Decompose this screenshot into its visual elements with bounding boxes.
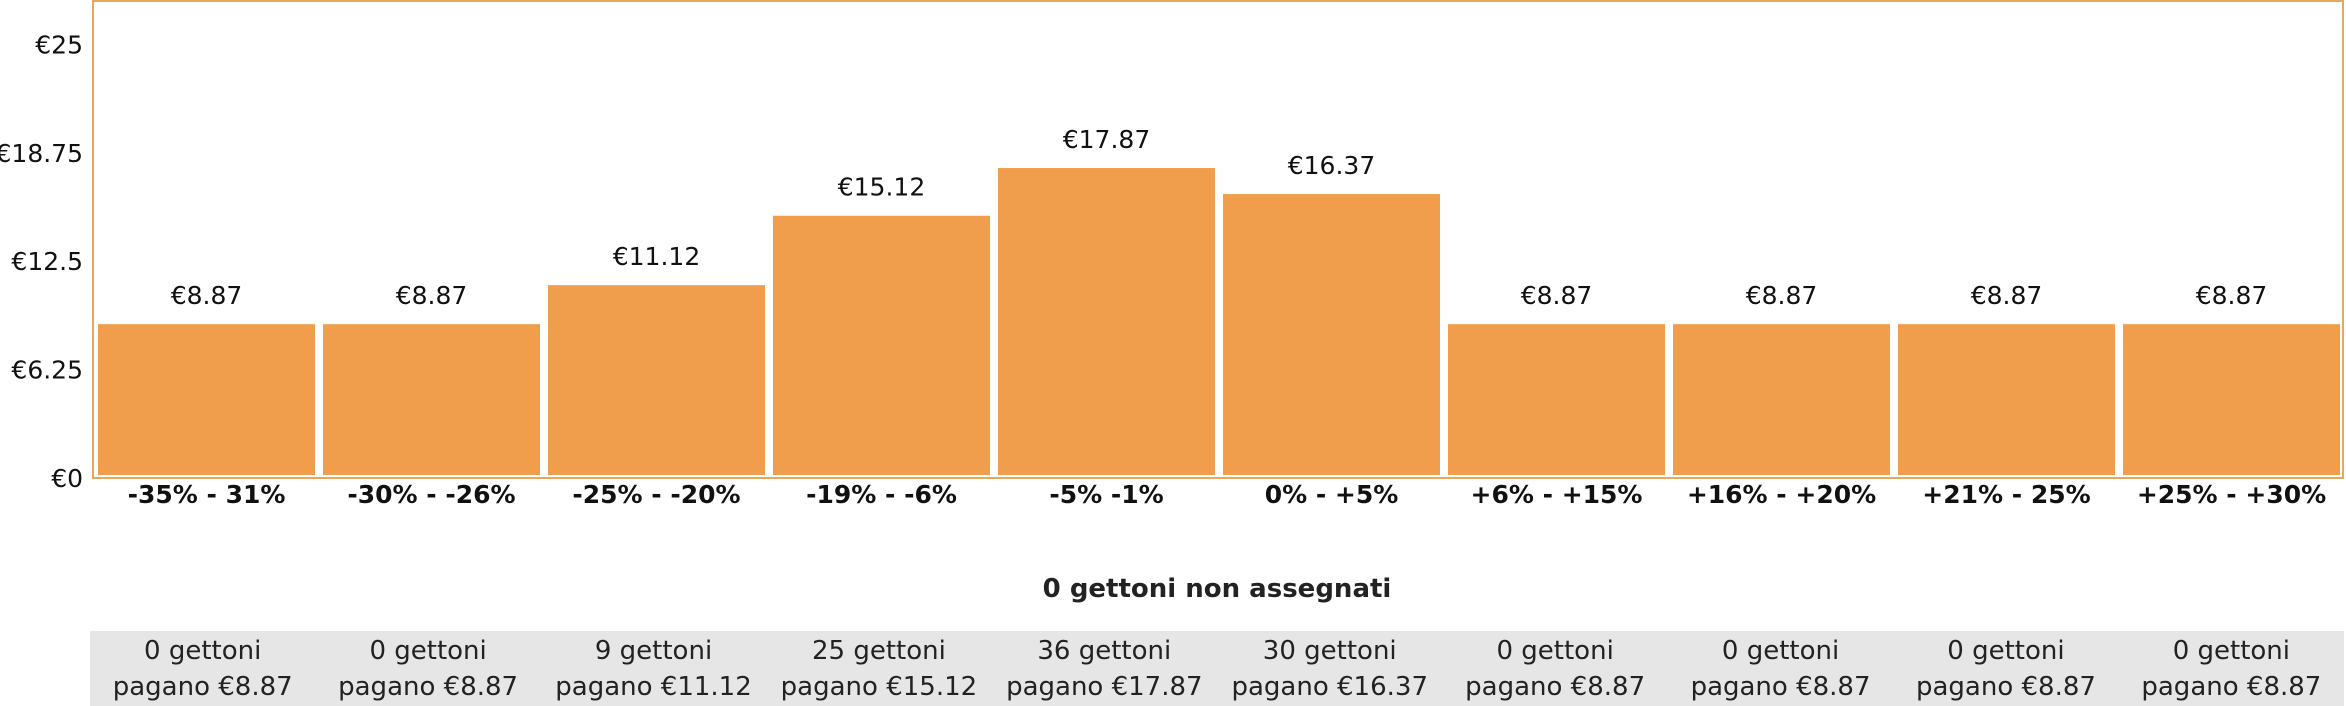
x-tick-label: +25% - +30% — [2137, 480, 2326, 509]
bar — [998, 168, 1215, 475]
bar — [1673, 324, 1890, 475]
token-count: 0 gettoni — [1496, 636, 1614, 666]
x-tick-label: -5% -1% — [1049, 480, 1163, 509]
token-pay: pagano €8.87 — [1465, 672, 1646, 702]
y-tick-label: €12.5 — [11, 247, 83, 276]
token-cell: 0 gettoni pagano €8.87 — [315, 631, 540, 706]
token-pay: pagano €8.87 — [2141, 672, 2322, 702]
bar-value-label: €15.12 — [838, 173, 925, 202]
token-cell: 0 gettoni pagano €8.87 — [1893, 631, 2118, 706]
token-count: 0 gettoni — [144, 636, 262, 666]
y-axis: €0 €6.25 €12.5 €18.75 €25 — [0, 30, 83, 493]
token-pay: pagano €11.12 — [555, 672, 752, 702]
token-pay: pagano €8.87 — [338, 672, 519, 702]
x-tick-label: +16% - +20% — [1687, 480, 1876, 509]
unassigned-tokens-label: 0 gettoni non assegnati — [1042, 574, 1392, 604]
token-count: 36 gettoni — [1037, 636, 1172, 666]
token-pay: pagano €16.37 — [1231, 672, 1428, 702]
x-tick-label: -19% - -6% — [806, 480, 957, 509]
bar — [1223, 194, 1440, 475]
price-bar-chart: €0 €6.25 €12.5 €18.75 €25 €8.87 €8.87 €11.12 €1… — [0, 0, 2344, 509]
bar — [548, 285, 765, 475]
bar — [1448, 324, 1665, 475]
bar — [98, 324, 315, 475]
y-tick-label: €6.25 — [11, 356, 83, 385]
token-pay: pagano €15.12 — [780, 672, 978, 702]
token-summary-table: 0 gettoni pagano €8.87 0 gettoni pagano €8… — [90, 631, 2344, 706]
bar — [323, 324, 540, 475]
bar — [2123, 324, 2340, 475]
token-count: 0 gettoni — [1947, 636, 2065, 666]
token-count: 0 gettoni — [369, 636, 487, 666]
token-cell: 9 gettoni pagano €11.12 — [541, 631, 766, 706]
token-count: 25 gettoni — [811, 636, 946, 666]
x-tick-label: -35% - 31% — [128, 480, 286, 509]
bars: €8.87 €8.87 €11.12 €15.12 €17.87 €16.37 €8.87 €… — [98, 125, 2340, 475]
token-cell: 0 gettoni pagano €8.87 — [1442, 631, 1667, 706]
bar — [1898, 324, 2115, 475]
token-cell: 0 gettoni pagano €8.87 — [2119, 631, 2344, 706]
bar-value-label: €11.12 — [613, 242, 700, 271]
y-tick-label: €25 — [35, 30, 83, 59]
token-pay: pagano €17.87 — [1006, 672, 1203, 702]
bar-value-label: €8.87 — [396, 281, 468, 310]
bar-value-label: €8.87 — [1521, 281, 1593, 310]
token-cell: 0 gettoni pagano €8.87 — [90, 631, 315, 706]
token-pay: pagano €8.87 — [1690, 672, 1871, 702]
bar-value-label: €8.87 — [1746, 281, 1818, 310]
token-pay: pagano €8.87 — [1915, 672, 2096, 702]
bar-value-label: €8.87 — [1971, 281, 2043, 310]
token-cell: 0 gettoni pagano €8.87 — [1668, 631, 1893, 706]
bar-value-label: €16.37 — [1288, 151, 1375, 180]
bar-value-label: €17.87 — [1063, 125, 1150, 154]
x-tick-label: -30% - -26% — [347, 480, 515, 509]
token-cell: 25 gettoni pagano €15.12 — [766, 631, 991, 706]
token-count: 0 gettoni — [2172, 636, 2291, 666]
x-tick-label: 0% - +5% — [1265, 480, 1399, 509]
x-tick-label: +21% - 25% — [1922, 480, 2090, 509]
token-cell: 30 gettoni pagano €16.37 — [1217, 631, 1442, 706]
token-pay: pagano €8.87 — [112, 672, 293, 702]
plot-frame — [92, 0, 2344, 479]
y-tick-label: €0 — [51, 464, 83, 493]
token-cell: 36 gettoni pagano €17.87 — [992, 631, 1217, 706]
bar-value-label: €8.87 — [2196, 281, 2268, 310]
x-tick-label: -25% - -20% — [572, 480, 740, 509]
token-count: 9 gettoni — [594, 636, 713, 666]
x-axis: -35% - 31% -30% - -26% -25% - -20% -19% - -… — [128, 480, 2327, 509]
bar — [773, 215, 990, 475]
token-count: 30 gettoni — [1262, 636, 1397, 666]
x-tick-label: +6% - +15% — [1471, 480, 1643, 509]
y-tick-label: €18.75 — [0, 139, 83, 168]
bar-value-label: €8.87 — [171, 281, 243, 310]
token-count: 0 gettoni — [1721, 636, 1840, 666]
